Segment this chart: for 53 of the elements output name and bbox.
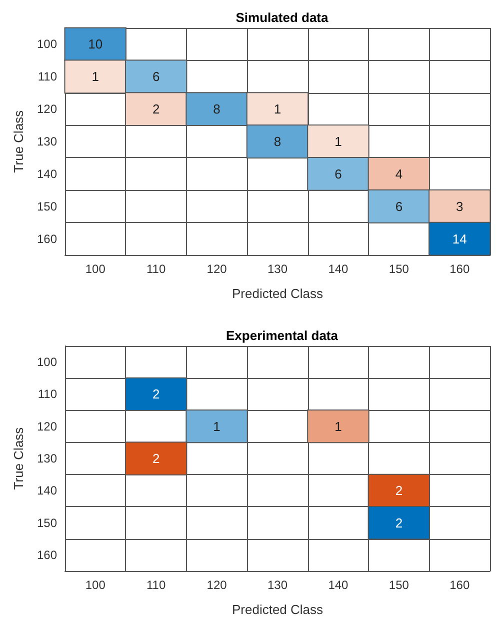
chart-title: Experimental data: [226, 328, 339, 343]
data-label: 3: [456, 198, 464, 214]
y-tick-label: 130: [36, 134, 58, 148]
y-tick-label: 150: [36, 516, 58, 530]
x-tick-label: 100: [85, 578, 106, 592]
x-tick-label: 120: [206, 578, 228, 592]
y-tick-label: 100: [36, 37, 58, 52]
x-tick-label: 160: [450, 578, 470, 592]
y-axis-title: True Class: [11, 426, 26, 490]
x-tick-label: 140: [328, 578, 349, 592]
data-label: 2: [395, 483, 403, 498]
y-tick-label: 150: [36, 199, 58, 214]
x-tick-label: 100: [85, 262, 106, 276]
y-tick-label: 140: [36, 484, 58, 498]
y-tick-label: 110: [38, 70, 58, 84]
data-label: 6: [395, 198, 403, 214]
y-tick-label: 110: [38, 387, 58, 402]
data-label: 8: [274, 134, 282, 149]
x-tick-label: 130: [267, 578, 288, 592]
y-tick-label: 100: [36, 355, 58, 370]
x-axis-title: Predicted Class: [232, 286, 324, 301]
y-tick-label: 160: [36, 548, 58, 562]
x-tick-label: 140: [328, 262, 349, 276]
y-tick-label: 130: [36, 452, 58, 466]
data-label: 10: [88, 36, 103, 52]
x-tick-label: 150: [388, 262, 410, 276]
data-label: 2: [152, 386, 160, 402]
x-tick-label: 130: [267, 262, 288, 276]
x-axis-title: Predicted Class: [232, 602, 324, 617]
x-tick-label: 160: [450, 262, 470, 276]
y-tick-label: 160: [36, 232, 58, 246]
data-label: 1: [92, 69, 99, 84]
data-label: 2: [395, 515, 403, 530]
data-label: 1: [274, 102, 282, 117]
y-axis-title: True Class: [11, 110, 26, 173]
chart-title: Simulated data: [236, 10, 329, 25]
data-label: 1: [334, 134, 342, 149]
x-tick-label: 110: [146, 262, 166, 276]
data-label: 14: [452, 231, 467, 246]
x-tick-label: 150: [388, 578, 410, 592]
y-tick-label: 120: [36, 102, 58, 116]
x-tick-label: 120: [206, 262, 228, 276]
y-tick-label: 120: [36, 419, 58, 434]
data-label: 1: [334, 418, 342, 434]
data-label: 8: [213, 102, 220, 117]
data-label: 2: [152, 451, 160, 466]
x-tick-label: 110: [146, 578, 166, 592]
data-label: 2: [152, 102, 160, 117]
data-label: 6: [152, 69, 160, 84]
y-tick-label: 140: [36, 166, 58, 181]
data-label: 4: [395, 166, 403, 182]
data-label: 6: [334, 166, 342, 182]
data-label: 1: [213, 418, 220, 434]
